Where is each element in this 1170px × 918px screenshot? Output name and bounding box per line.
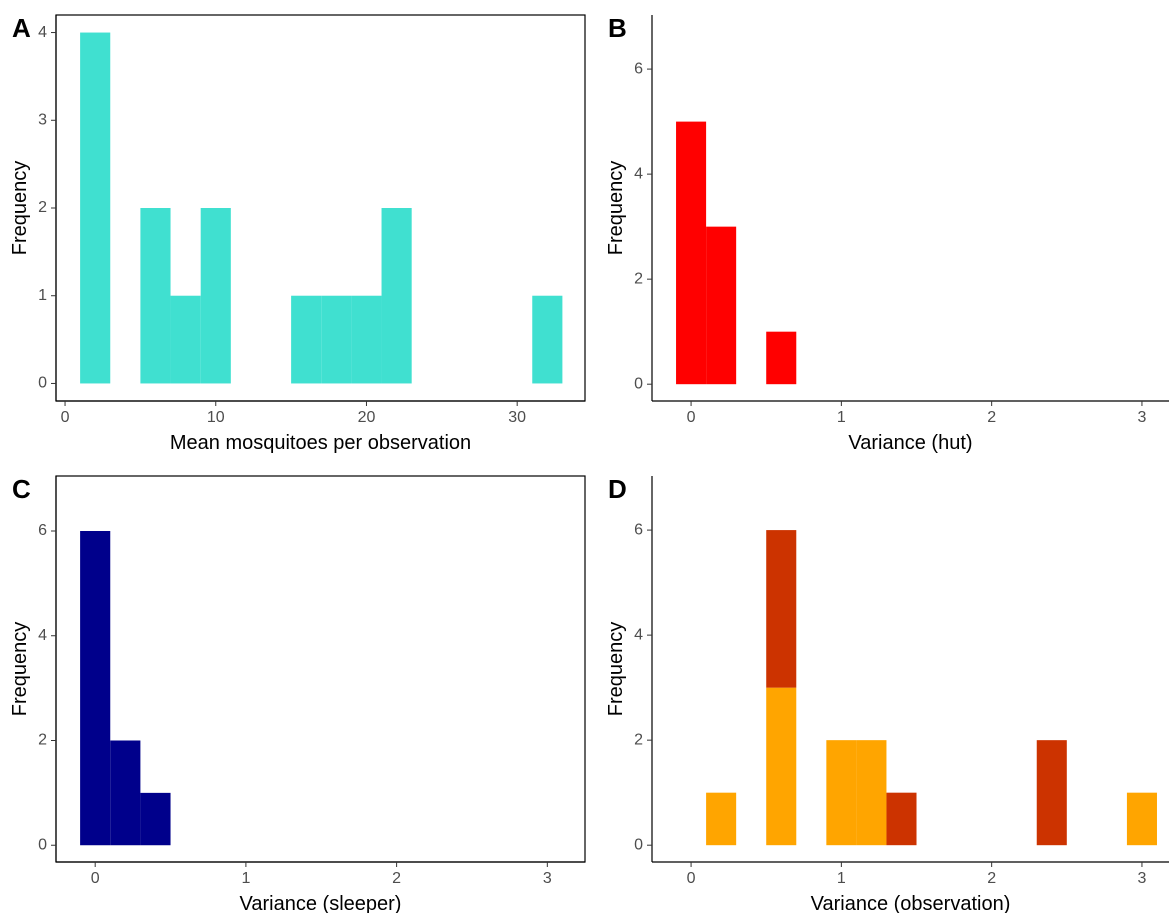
x-tick-label: 3	[543, 870, 552, 887]
bar	[321, 295, 352, 384]
panel-label: A	[12, 13, 31, 43]
bar	[80, 530, 111, 846]
y-tick-label: 0	[634, 375, 643, 392]
x-tick-label: 2	[987, 409, 996, 426]
x-tick-label: 1	[837, 409, 846, 426]
x-tick-label: 3	[1137, 870, 1146, 887]
bar-segment	[826, 740, 857, 846]
y-tick-label: 2	[634, 270, 643, 287]
bar	[140, 792, 171, 846]
y-axis-title: Frequency	[9, 622, 31, 717]
bar	[140, 208, 171, 384]
y-tick-label: 6	[634, 60, 643, 77]
bar	[170, 295, 201, 384]
bar-segment	[766, 687, 797, 846]
panel-label: B	[608, 13, 627, 43]
panel-label: D	[608, 474, 627, 504]
x-tick-label: 0	[687, 870, 696, 887]
y-tick-label: 4	[38, 627, 47, 644]
bar-segment	[856, 740, 887, 846]
y-tick-label: 2	[38, 732, 47, 749]
y-tick-label: 1	[38, 287, 47, 304]
y-tick-label: 4	[38, 24, 47, 41]
bar-segment	[1036, 740, 1067, 846]
x-tick-label: 2	[987, 870, 996, 887]
x-tick-label: 20	[358, 409, 376, 426]
y-tick-label: 6	[634, 521, 643, 538]
y-tick-label: 0	[634, 836, 643, 853]
x-tick-label: 3	[1137, 409, 1146, 426]
bar	[676, 121, 707, 385]
x-tick-label: 0	[91, 870, 100, 887]
bar-segment	[886, 792, 917, 846]
y-tick-label: 2	[634, 731, 643, 748]
bar	[381, 208, 412, 384]
x-axis-title: Mean mosquitoes per observation	[170, 432, 471, 454]
x-axis-title: Variance (sleeper)	[240, 893, 402, 913]
y-tick-label: 6	[38, 522, 47, 539]
bar	[706, 226, 737, 385]
y-tick-label: 2	[38, 199, 47, 216]
bar	[532, 295, 563, 384]
x-tick-label: 2	[392, 870, 401, 887]
bar	[200, 208, 231, 384]
bar	[110, 740, 141, 846]
bar-segment	[706, 792, 737, 846]
panel: 0 1 2 3 0 2 4 6 Variance (hut) Frequency B	[605, 13, 1169, 454]
panel-label: C	[12, 474, 31, 504]
x-tick-label: 30	[508, 409, 526, 426]
bar	[291, 295, 322, 384]
y-axis-title: Frequency	[9, 161, 31, 256]
x-tick-label: 1	[241, 870, 250, 887]
y-tick-label: 0	[38, 836, 47, 853]
y-axis-title: Frequency	[605, 622, 627, 717]
bar-segment	[1126, 792, 1157, 846]
x-tick-label: 1	[837, 870, 846, 887]
y-axis-title: Frequency	[605, 161, 627, 256]
panel: 0 1 2 3 0 2 4 6 Variance (sleeper) Frequency C	[9, 474, 586, 915]
x-tick-label: 0	[687, 409, 696, 426]
bar	[351, 295, 382, 384]
y-tick-label: 3	[38, 111, 47, 128]
y-tick-label: 4	[634, 626, 643, 643]
x-axis-title: Variance (observation)	[811, 893, 1011, 913]
y-tick-label: 0	[38, 375, 47, 392]
panel: 0 1 2 3 0 2 4 6 Variance (observation) Frequency D	[605, 474, 1169, 915]
bar	[80, 32, 111, 384]
bar-segment	[766, 530, 797, 688]
x-axis-title: Variance (hut)	[848, 432, 972, 454]
x-tick-label: 0	[61, 409, 70, 426]
panel: 0 10 20 30 0 1 2 3 4 Mean mosquitoes per observat…	[9, 13, 586, 454]
x-tick-label: 10	[207, 409, 225, 426]
bar	[766, 331, 797, 385]
y-tick-label: 4	[634, 165, 643, 182]
